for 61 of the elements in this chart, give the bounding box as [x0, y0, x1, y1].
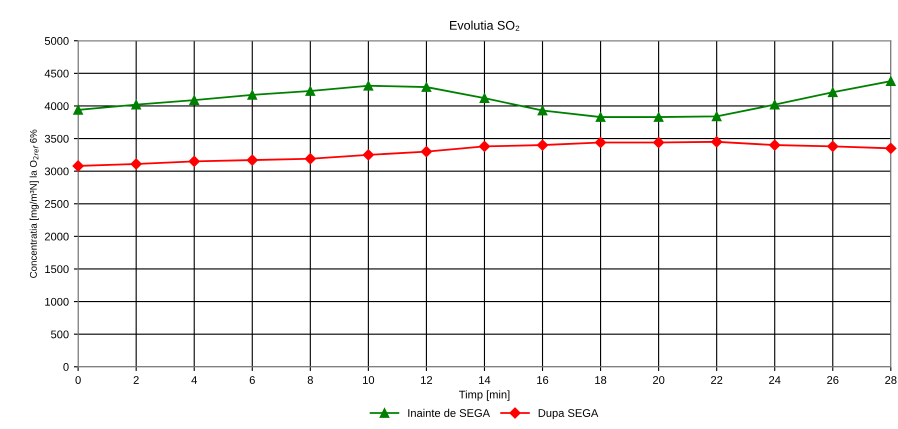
point: [594, 136, 606, 148]
point: [538, 106, 548, 116]
point: [131, 100, 142, 110]
chart-title: Evolutia SO₂: [450, 20, 520, 31]
point: [653, 136, 664, 148]
y-tick-label: 1500: [45, 265, 69, 274]
point: [596, 112, 606, 122]
x-tick-label: 10: [363, 376, 374, 384]
point: [712, 112, 722, 122]
point: [769, 139, 780, 151]
point: [73, 105, 83, 115]
x-tick-label: 22: [711, 376, 722, 384]
point: [362, 149, 374, 160]
point: [72, 160, 84, 172]
point: [422, 82, 432, 92]
point: [536, 139, 548, 151]
legend-label: Dupa SEGA: [538, 409, 598, 420]
point: [478, 140, 490, 152]
x-axis-title: Timp [min]: [459, 390, 510, 401]
point: [711, 136, 722, 148]
point: [246, 154, 258, 166]
point: [885, 142, 896, 154]
x-tick-label: 14: [479, 376, 490, 384]
x-tick-label: 4: [191, 376, 197, 384]
y-axis-title: Concentratia [mg/m³N] la O$_{2ref}$ 6%: [30, 130, 39, 278]
y-tick-label: 5000: [44, 37, 69, 45]
x-tick-label: 16: [537, 376, 548, 384]
point: [304, 153, 316, 164]
point: [770, 100, 780, 110]
y-tick-label: 3000: [44, 167, 69, 176]
point: [305, 86, 316, 96]
x-tick-label: 0: [75, 376, 81, 384]
x-tick-label: 26: [827, 376, 838, 384]
y-tick-label: 1000: [45, 298, 69, 306]
y-tick-label: 4500: [44, 70, 69, 78]
legend-label: Inainte de SEGA: [408, 408, 490, 417]
point: [247, 90, 258, 100]
point: [420, 146, 432, 158]
x-tick-label: 24: [769, 376, 781, 384]
x-tick-label: 18: [595, 376, 606, 384]
point: [130, 158, 142, 170]
x-tick-label: 12: [421, 376, 432, 384]
y-tick-label: 3500: [44, 134, 69, 143]
x-tick-label: 8: [308, 376, 313, 384]
point: [654, 112, 664, 122]
y-tick-label: 500: [51, 330, 69, 338]
point: [364, 80, 374, 91]
y-tick-label: 4000: [44, 102, 69, 110]
x-tick-label: 6: [250, 376, 255, 384]
point: [480, 93, 490, 103]
point: [189, 95, 200, 105]
x-tick-label: 20: [653, 376, 664, 384]
x-tick-label: 2: [134, 376, 139, 384]
x-tick-label: 28: [885, 376, 897, 384]
point: [886, 76, 896, 86]
point: [827, 140, 838, 152]
y-tick-label: 2000: [44, 232, 69, 241]
y-tick-label: 0: [63, 363, 69, 371]
y-tick-label: 2500: [44, 200, 69, 208]
point: [828, 87, 838, 98]
point: [188, 156, 200, 167]
